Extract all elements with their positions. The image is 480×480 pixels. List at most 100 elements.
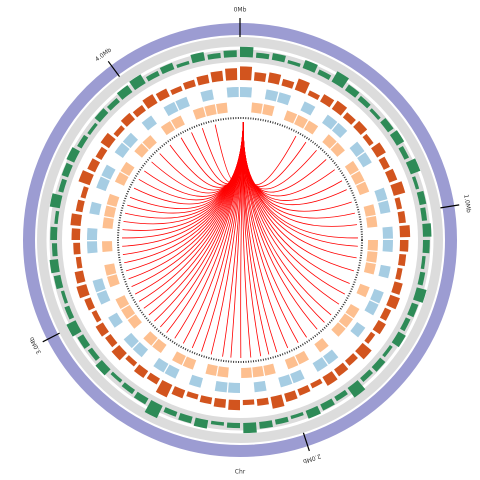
histogram-bar — [58, 178, 67, 193]
histogram-bar — [399, 225, 411, 238]
gene-block — [107, 274, 120, 288]
gene-block — [122, 132, 139, 149]
histogram-bar — [155, 88, 170, 102]
gene-block — [132, 341, 149, 358]
histogram-bar — [87, 158, 101, 173]
gene-block — [96, 290, 111, 305]
gene-block — [295, 350, 309, 365]
histogram-bar — [87, 122, 98, 136]
gene-block — [345, 304, 360, 319]
gene-block — [363, 204, 376, 217]
histogram-bar — [347, 380, 366, 398]
gene-block — [101, 164, 116, 180]
histogram-bar — [398, 145, 410, 160]
histogram-bar — [317, 69, 332, 80]
histogram-bar — [395, 267, 403, 280]
histogram-bar — [95, 146, 108, 160]
histogram-bar — [394, 197, 403, 210]
link — [214, 122, 244, 182]
histogram-bar — [144, 400, 163, 419]
histogram-bar — [60, 290, 69, 304]
gene-block — [114, 172, 129, 186]
histogram-bar — [49, 259, 60, 274]
histogram-bar — [416, 190, 427, 206]
histogram-bar — [407, 302, 419, 318]
histogram-bar — [362, 133, 374, 146]
gene-block — [96, 176, 110, 192]
histogram-bar — [371, 142, 386, 158]
histogram-bar — [106, 98, 120, 111]
histogram-bar — [422, 240, 430, 254]
histogram-bar — [100, 132, 116, 149]
gene-block — [175, 96, 190, 111]
tick-label: 1.0Mb — [462, 194, 472, 214]
histogram-bar — [413, 287, 427, 303]
histogram-bar — [49, 193, 63, 209]
gene-block — [188, 374, 203, 388]
gene-block — [304, 120, 319, 135]
gene-block — [204, 104, 217, 117]
gene-block — [160, 121, 176, 136]
gene-block — [120, 161, 135, 176]
histogram-bar — [371, 357, 386, 372]
gene-block — [114, 142, 130, 158]
histogram-bar — [210, 70, 224, 83]
histogram-bar — [270, 394, 285, 409]
histogram-bar — [53, 274, 64, 290]
histogram-bar — [290, 411, 304, 420]
gene-block — [92, 278, 106, 293]
histogram-bar — [95, 360, 111, 376]
gene-block — [294, 114, 308, 129]
histogram-bar — [120, 112, 136, 127]
gene-block — [216, 102, 228, 114]
histogram-bar — [193, 417, 209, 429]
histogram-bar — [91, 310, 102, 323]
gene-block — [366, 251, 378, 263]
histogram-bar — [331, 100, 348, 116]
gene-block — [89, 201, 102, 216]
histogram-bar — [302, 60, 318, 73]
histogram-bar — [355, 342, 372, 360]
histogram-bar — [297, 385, 311, 396]
gene-block — [374, 187, 388, 202]
histogram-bar — [190, 52, 206, 64]
gene-block — [172, 351, 186, 366]
tick-mark — [107, 60, 121, 77]
gene-block — [164, 364, 180, 379]
gene-block — [300, 101, 316, 116]
histogram-bar — [271, 53, 286, 63]
histogram-bar — [369, 108, 381, 120]
histogram-bar — [344, 353, 358, 366]
histogram-bar — [357, 95, 371, 109]
histogram-bar — [342, 112, 356, 125]
tick-label: 4.0Mb — [94, 46, 113, 63]
gene-block — [143, 331, 158, 346]
histogram-bar — [87, 347, 100, 361]
histogram-bar — [73, 242, 81, 255]
gene-block — [283, 110, 298, 124]
histogram-bar — [294, 78, 310, 94]
histogram-bar — [76, 284, 90, 299]
gene-block — [127, 314, 142, 329]
histogram-bar — [267, 72, 282, 85]
gene-block — [241, 367, 253, 378]
tick-label: 0Mb — [234, 7, 247, 14]
histogram-bar — [417, 271, 426, 286]
histogram-bar — [84, 297, 95, 311]
gene-block — [142, 135, 157, 150]
histogram-bar — [334, 362, 349, 377]
histogram-bar — [253, 72, 267, 82]
histogram-bar — [256, 397, 269, 406]
gene-block — [104, 205, 117, 218]
histogram-bar — [132, 105, 146, 118]
gene-block — [382, 240, 394, 253]
histogram-bar — [142, 94, 158, 109]
histogram-bar — [379, 307, 392, 321]
gene-block — [205, 363, 218, 376]
histogram-bar — [116, 85, 133, 100]
histogram-bar — [171, 386, 186, 399]
histogram-bar — [155, 379, 173, 398]
gene-block — [240, 87, 253, 98]
histogram-bar — [133, 364, 149, 379]
